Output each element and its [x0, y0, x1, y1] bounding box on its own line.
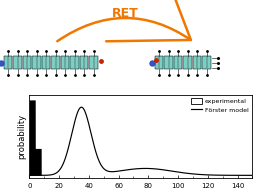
Y-axis label: probability: probability	[18, 114, 26, 159]
Text: RET: RET	[111, 7, 138, 20]
FancyBboxPatch shape	[173, 56, 182, 69]
FancyBboxPatch shape	[164, 56, 172, 69]
FancyBboxPatch shape	[51, 56, 60, 69]
FancyBboxPatch shape	[13, 56, 22, 69]
FancyBboxPatch shape	[4, 56, 12, 69]
FancyBboxPatch shape	[183, 56, 191, 69]
FancyBboxPatch shape	[70, 56, 79, 69]
FancyBboxPatch shape	[32, 56, 41, 69]
FancyBboxPatch shape	[80, 56, 88, 69]
Legend: experimental, Förster model: experimental, Förster model	[190, 98, 248, 113]
FancyBboxPatch shape	[42, 56, 50, 69]
FancyBboxPatch shape	[23, 56, 31, 69]
FancyBboxPatch shape	[202, 56, 210, 69]
FancyBboxPatch shape	[154, 56, 163, 69]
FancyBboxPatch shape	[89, 56, 98, 69]
FancyBboxPatch shape	[192, 56, 201, 69]
FancyBboxPatch shape	[61, 56, 69, 69]
